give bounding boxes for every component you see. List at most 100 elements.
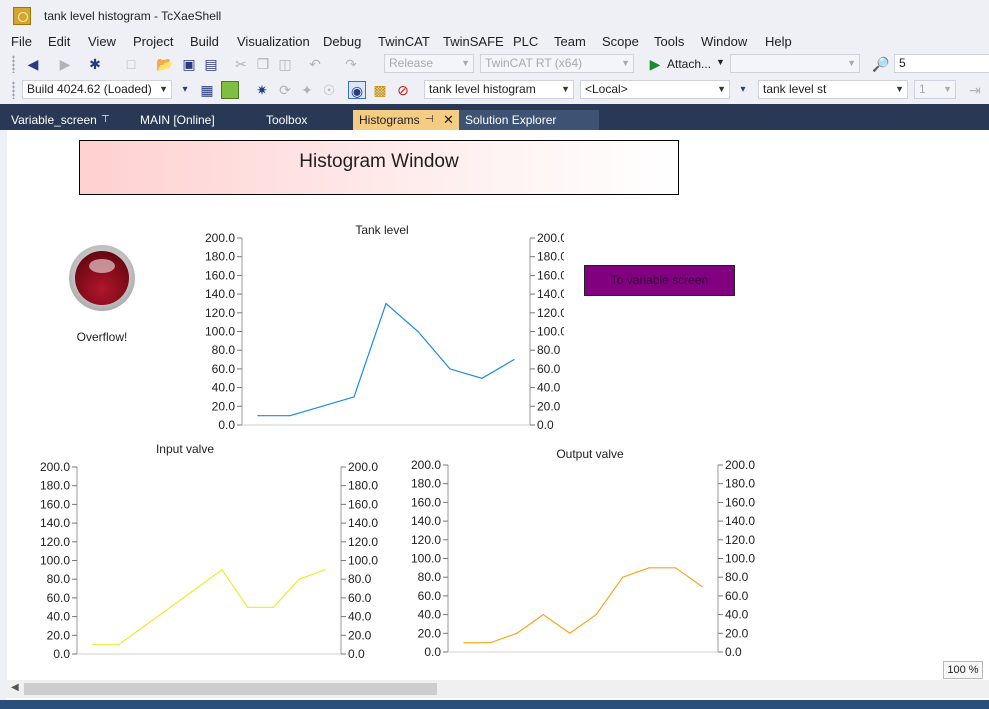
series-line — [464, 567, 703, 644]
y-tick-label-right: 160.0 — [537, 268, 564, 282]
toolbar-grip[interactable] — [12, 55, 15, 73]
attach-chevron-icon[interactable]: ▼ — [716, 57, 725, 67]
save-all-icon[interactable]: ▤ — [204, 56, 218, 72]
menu-project[interactable]: Project — [133, 34, 174, 49]
platform-dropdown[interactable]: TwinCAT RT (x64) ▼ — [480, 54, 634, 73]
pin-icon[interactable]: ⊣ — [425, 114, 434, 125]
y-tick-label-right: 100.0 — [725, 552, 755, 566]
menu-team[interactable]: Team — [554, 34, 586, 49]
scan-icon[interactable]: ✦ — [301, 82, 313, 98]
save-icon[interactable]: ▣ — [182, 56, 196, 72]
overflow-lamp — [69, 245, 135, 311]
build-status-dropdown[interactable]: Build 4024.62 (Loaded) ▼ — [22, 80, 172, 99]
menu-file[interactable]: File — [11, 34, 32, 49]
toggle-run-mode-icon[interactable] — [221, 81, 239, 99]
attach-button[interactable]: Attach... — [667, 57, 712, 71]
pin-icon[interactable]: ⊤ — [101, 114, 110, 125]
variable-selector-dropdown[interactable]: tank level st ▼ — [758, 80, 908, 99]
y-tick-label-left: 20.0 — [418, 626, 442, 640]
toolbar-options-icon[interactable]: ▾ — [740, 84, 746, 95]
menu-tools[interactable]: Tools — [654, 34, 685, 49]
tab-toolbox[interactable]: Toolbox — [260, 110, 340, 130]
tab-variable-screen[interactable]: Variable_screen ⊤ — [5, 110, 115, 130]
paste-icon[interactable]: ◫ — [278, 56, 292, 72]
menu-visualization[interactable]: Visualization — [237, 34, 310, 49]
horizontal-scrollbar[interactable]: ◀ — [7, 680, 989, 698]
y-tick-label-left: 140.0 — [411, 514, 441, 528]
window-title: tank level histogram - TcXaeShell — [44, 9, 222, 23]
find-input[interactable]: 5 — [894, 54, 989, 73]
y-tick-label-right: 60.0 — [348, 591, 372, 605]
y-tick-label-right: 20.0 — [725, 626, 749, 640]
open-file-icon[interactable]: 📂 — [156, 56, 174, 72]
undo-icon[interactable]: ↶ — [309, 56, 321, 72]
chevron-down-icon: ▼ — [943, 84, 952, 94]
navigate-forward-icon[interactable]: ▶ — [59, 56, 71, 72]
y-tick-label-right: 200.0 — [537, 231, 564, 245]
y-tick-label-right: 40.0 — [348, 610, 372, 624]
to-variable-screen-button[interactable]: To variable screen — [584, 265, 735, 296]
tab-solution-explorer[interactable]: Solution Explorer — [459, 110, 599, 130]
cut-icon[interactable]: ✂ — [235, 56, 247, 72]
instance-index-dropdown[interactable]: 1 ▼ — [914, 80, 956, 99]
y-tick-label-right: 120.0 — [725, 533, 755, 547]
start-play-icon[interactable]: ▶ — [649, 56, 661, 72]
target-system-dropdown[interactable]: <Local> ▼ — [580, 80, 730, 99]
disable-breakpoints-icon[interactable]: ⊘ — [397, 82, 409, 98]
y-tick-label-left: 200.0 — [411, 458, 441, 472]
y-tick-label-left: 140.0 — [40, 516, 70, 530]
chevron-down-icon: ▼ — [895, 84, 904, 94]
visualization-selector-value: tank level histogram — [429, 82, 536, 96]
menu-bar: File Edit View Project Build Visualizati… — [0, 31, 989, 51]
activate-configuration-icon[interactable]: ▦ — [200, 82, 214, 98]
menu-build[interactable]: Build — [190, 34, 219, 49]
scroll-left-icon[interactable]: ◀ — [11, 682, 19, 693]
close-icon[interactable]: ✕ — [443, 112, 454, 127]
menu-window[interactable]: Window — [701, 34, 748, 49]
data-point — [195, 587, 197, 590]
menu-help[interactable]: Help — [765, 34, 792, 49]
menu-plc[interactable]: PLC — [513, 34, 539, 49]
navigate-back-icon[interactable]: ◀ — [27, 56, 39, 72]
menu-debug[interactable]: Debug — [323, 34, 362, 49]
y-tick-label-left: 160.0 — [411, 495, 441, 509]
menu-twincat[interactable]: TwinCAT — [378, 34, 430, 49]
tab-main-online[interactable]: MAIN [Online] — [134, 110, 244, 130]
new-project-icon[interactable]: ✱ — [89, 56, 101, 72]
chevron-down-icon: ▼ — [561, 84, 570, 94]
reload-devices-icon[interactable]: ⟳ — [279, 82, 291, 98]
tab-label: Solution Explorer — [465, 113, 557, 127]
zoom-level[interactable]: 100 % — [943, 661, 983, 679]
menu-edit[interactable]: Edit — [48, 34, 71, 49]
y-tick-label-left: 20.0 — [212, 399, 236, 413]
y-tick-label-right: 20.0 — [348, 628, 372, 642]
redo-icon[interactable]: ↷ — [345, 56, 357, 72]
y-tick-label-right: 180.0 — [348, 479, 378, 493]
data-point — [449, 368, 451, 370]
menu-twinsafe[interactable]: TwinSAFE — [443, 34, 504, 49]
data-point — [674, 567, 677, 569]
y-tick-label-left: 120.0 — [411, 533, 441, 547]
sign-in-icon[interactable]: ⇥ — [969, 82, 981, 98]
overflow-label: Overflow! — [76, 330, 128, 344]
add-item-icon[interactable]: □ — [126, 56, 136, 72]
plc-logout-icon[interactable]: ▩ — [373, 82, 387, 98]
data-point — [481, 377, 483, 379]
config-mode-icon[interactable]: ✷ — [256, 82, 268, 98]
toolbar-options-icon[interactable]: ▾ — [182, 84, 188, 95]
find-in-files-icon[interactable]: 🔎 — [872, 56, 890, 72]
copy-icon[interactable]: ❐ — [256, 56, 270, 72]
y-tick-label-left: 200.0 — [205, 231, 235, 245]
tab-histograms[interactable]: Histograms ⊣ ✕ — [353, 110, 459, 130]
menu-view[interactable]: View — [88, 34, 116, 49]
visualization-selector-dropdown[interactable]: tank level histogram ▼ — [424, 80, 574, 99]
menu-scope[interactable]: Scope — [602, 34, 639, 49]
login-icon[interactable]: ◉ — [348, 81, 366, 99]
attach-target-dropdown[interactable]: ▼ — [730, 54, 860, 73]
y-tick-label-left: 120.0 — [40, 535, 70, 549]
data-point — [257, 415, 259, 417]
toolbar-grip[interactable] — [12, 81, 15, 99]
scroll-thumb[interactable] — [24, 683, 437, 695]
configuration-dropdown[interactable]: Release ▼ — [384, 54, 474, 73]
toggle-freerun-icon[interactable]: ☉ — [322, 82, 336, 98]
